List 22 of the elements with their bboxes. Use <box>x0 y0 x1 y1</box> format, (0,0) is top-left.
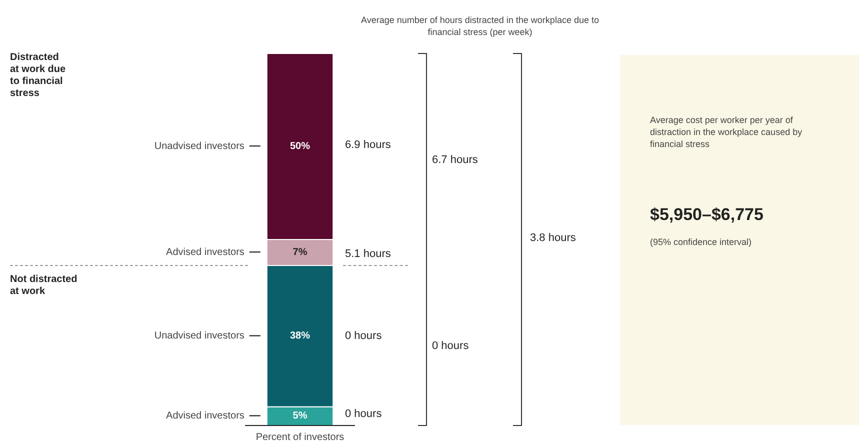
text: Average cost per worker per year of distraction in the workplace caused by financial stress <box>650 114 804 150</box>
text: $5,950–$6,775 <box>650 205 764 225</box>
text: Not distracted at work <box>10 274 78 298</box>
x-axis-title: Percent of investors <box>256 432 344 443</box>
text: 3.8 hours <box>530 232 576 244</box>
data-label: 38% <box>290 330 310 342</box>
text: 0 hours <box>345 408 382 420</box>
text: Advised investors <box>166 410 244 422</box>
text: 0 hours <box>345 330 382 342</box>
data-label: 50% <box>290 140 310 152</box>
text: Advised investors <box>166 246 244 258</box>
text: 0 hours <box>432 340 469 352</box>
text: Unadvised investors <box>154 140 244 152</box>
text: Average number of hours distracted in the workplace due to financial stress (per week) <box>360 14 600 38</box>
data-label: 5% <box>292 410 308 422</box>
text: Distracted at work due to financial stress <box>10 52 67 100</box>
text: 6.9 hours <box>345 139 391 151</box>
text: 5.1 hours <box>345 248 391 260</box>
text: 6.7 hours <box>432 154 478 166</box>
text: (95% confidence interval) <box>650 236 753 248</box>
text: Unadvised investors <box>154 330 244 342</box>
data-label: 7% <box>292 246 308 258</box>
